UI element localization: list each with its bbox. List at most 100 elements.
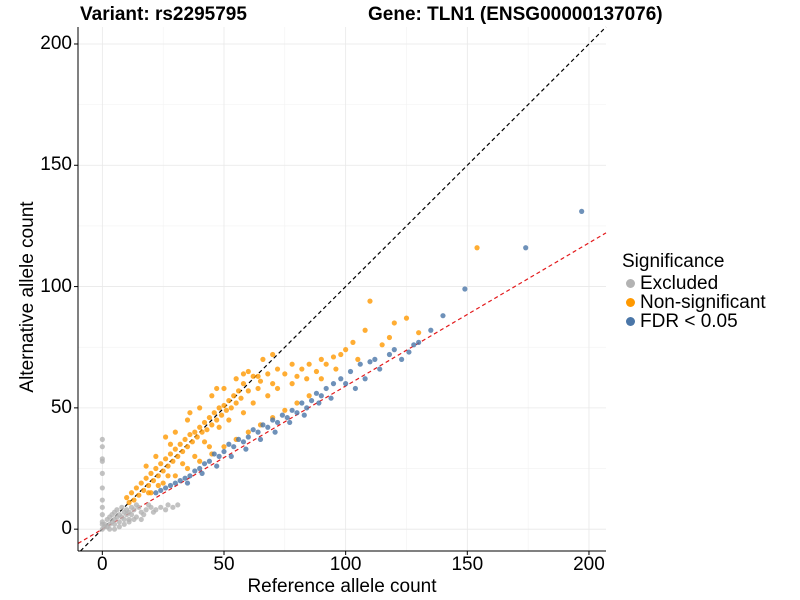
x-tick-label: 100: [329, 554, 362, 575]
point-non-significant: [255, 385, 261, 392]
point-fdr-0-05: [245, 434, 251, 440]
point-non-significant: [150, 478, 157, 484]
point-non-significant: [204, 427, 210, 433]
legend-label-fdr: FDR < 0.05: [640, 310, 738, 332]
point-fdr-0-05: [274, 419, 281, 426]
y-tick-label: 150: [40, 154, 72, 176]
point-excluded: [111, 521, 118, 527]
point-non-significant: [257, 378, 264, 384]
point-fdr-0-05: [399, 356, 405, 362]
point-non-significant: [245, 388, 251, 394]
point-non-significant: [270, 381, 276, 387]
point-excluded: [131, 516, 137, 523]
point-excluded: [131, 507, 137, 513]
point-non-significant: [162, 434, 169, 440]
point-non-significant: [131, 497, 137, 503]
x-tick-label: 0: [97, 554, 108, 575]
point-fdr-0-05: [523, 245, 529, 251]
point-non-significant: [187, 410, 193, 416]
point-fdr-0-05: [270, 417, 276, 423]
point-non-significant: [416, 330, 422, 336]
point-non-significant: [189, 439, 195, 445]
point-fdr-0-05: [347, 368, 354, 375]
point-non-significant: [299, 366, 305, 372]
point-fdr-0-05: [338, 376, 344, 382]
point-excluded: [119, 504, 125, 510]
point-non-significant: [250, 400, 256, 406]
point-non-significant: [318, 356, 324, 362]
point-fdr-0-05: [308, 397, 315, 404]
point-non-significant: [167, 441, 174, 447]
point-non-significant: [165, 463, 171, 469]
point-non-significant: [197, 458, 203, 464]
point-fdr-0-05: [357, 361, 363, 367]
point-non-significant: [124, 495, 130, 501]
point-excluded: [114, 507, 120, 513]
point-fdr-0-05: [235, 436, 242, 443]
chart-title-variant: Variant: rs2295795: [80, 4, 247, 25]
axis-ticks: [74, 43, 590, 555]
point-non-significant: [330, 354, 337, 360]
scatter-points: [99, 208, 585, 532]
point-non-significant: [350, 339, 356, 345]
point-non-significant: [240, 381, 247, 387]
point-fdr-0-05: [260, 422, 266, 428]
point-non-significant: [194, 434, 200, 440]
point-fdr-0-05: [428, 327, 434, 333]
point-non-significant: [126, 499, 132, 506]
point-fdr-0-05: [343, 381, 349, 387]
point-excluded: [107, 526, 113, 532]
point-excluded: [158, 504, 164, 510]
point-non-significant: [245, 429, 251, 435]
point-fdr-0-05: [153, 490, 159, 496]
point-excluded: [121, 516, 127, 523]
point-non-significant: [238, 395, 244, 401]
point-fdr-0-05: [328, 395, 334, 401]
point-fdr-0-05: [257, 436, 264, 443]
point-fdr-0-05: [377, 366, 383, 372]
point-fdr-0-05: [330, 381, 337, 387]
point-non-significant: [265, 393, 271, 399]
point-non-significant: [148, 470, 154, 476]
point-non-significant: [187, 431, 193, 438]
point-fdr-0-05: [279, 412, 285, 418]
point-excluded: [111, 526, 118, 532]
y-tick-label: 50: [50, 396, 72, 418]
point-non-significant: [216, 405, 222, 411]
point-non-significant: [136, 492, 142, 498]
point-non-significant: [355, 356, 361, 362]
point-fdr-0-05: [206, 458, 212, 464]
point-fdr-0-05: [226, 441, 232, 447]
point-fdr-0-05: [255, 429, 261, 435]
point-non-significant: [313, 368, 320, 375]
point-non-significant: [216, 424, 222, 430]
point-non-significant: [221, 444, 227, 450]
point-non-significant: [192, 453, 198, 459]
point-non-significant: [153, 453, 159, 459]
point-non-significant: [274, 366, 281, 372]
point-fdr-0-05: [313, 390, 320, 396]
point-non-significant: [260, 356, 266, 362]
y-tick-label: 0: [61, 518, 72, 540]
point-non-significant: [391, 320, 397, 326]
point-excluded: [128, 512, 135, 518]
legend-item-excluded: Excluded: [622, 273, 766, 294]
point-fdr-0-05: [294, 410, 300, 416]
point-excluded: [141, 512, 147, 518]
point-non-significant: [289, 361, 295, 367]
point-non-significant: [255, 373, 261, 379]
point-fdr-0-05: [411, 342, 417, 348]
point-excluded: [116, 519, 122, 525]
point-non-significant: [386, 334, 393, 341]
point-non-significant: [250, 373, 256, 379]
point-non-significant: [338, 351, 344, 358]
point-non-significant: [221, 402, 227, 409]
point-non-significant: [160, 480, 166, 486]
point-fdr-0-05: [406, 349, 412, 355]
point-fdr-0-05: [201, 461, 208, 467]
point-non-significant: [167, 451, 174, 457]
point-fdr-0-05: [579, 208, 585, 214]
point-fdr-0-05: [184, 480, 191, 486]
point-non-significant: [197, 405, 203, 411]
point-non-significant: [182, 436, 188, 443]
